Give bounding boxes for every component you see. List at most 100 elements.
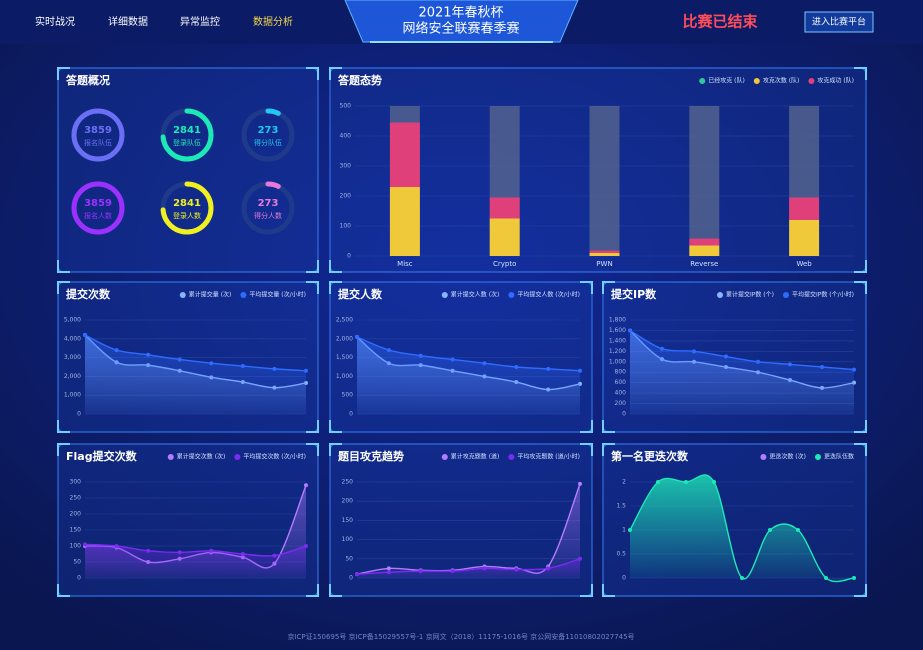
bar xyxy=(589,250,620,253)
ring-label: 登录队伍 xyxy=(173,138,201,147)
y-tick-label: 1,600 xyxy=(609,327,626,334)
legend-label: 平均提交量 (次/小时) xyxy=(249,291,306,299)
point xyxy=(756,359,760,364)
point xyxy=(114,544,119,548)
bar xyxy=(789,197,820,220)
point xyxy=(209,548,214,553)
ring xyxy=(71,181,125,235)
y-tick-label: 200 xyxy=(615,400,627,407)
nav-item[interactable]: 异常监控 xyxy=(180,15,220,28)
page-title: 2021年春秋杯 xyxy=(418,6,503,21)
panel-corner xyxy=(602,281,615,294)
enter-button-label[interactable]: 进入比赛平台 xyxy=(812,16,866,28)
panel-corner xyxy=(854,260,867,273)
ring xyxy=(160,108,214,162)
nav-item-active[interactable]: 数据分析 xyxy=(253,15,293,28)
point xyxy=(578,481,582,486)
panel-corner xyxy=(306,281,319,294)
point xyxy=(83,333,87,338)
panel-corner xyxy=(854,443,867,456)
ring-value: 3859 xyxy=(84,198,112,209)
enter-button[interactable] xyxy=(804,11,874,33)
y-tick-label: 1,200 xyxy=(609,348,626,355)
point xyxy=(304,483,308,488)
panel-title: 答题态势 xyxy=(338,73,382,87)
nav-item[interactable]: 实时战况 xyxy=(35,15,75,28)
panel-title: 答题概况 xyxy=(66,73,110,87)
line xyxy=(356,558,581,575)
ring xyxy=(71,108,125,162)
point xyxy=(546,366,551,371)
y-tick-label: 250 xyxy=(70,495,82,502)
point xyxy=(450,357,455,362)
legend-label: 平均提交IP数 (个/小时) xyxy=(792,291,854,299)
legend-label: 累计提交IP数 (个) xyxy=(726,291,774,299)
panel-corner xyxy=(854,281,867,294)
y-tick-label: 0.5 xyxy=(616,551,626,558)
y-tick-label: 150 xyxy=(342,517,354,524)
point xyxy=(386,566,391,571)
y-tick-label: 200 xyxy=(70,511,82,518)
point xyxy=(114,348,119,353)
legend-swatch xyxy=(717,292,724,298)
bar xyxy=(489,218,520,256)
legend-swatch xyxy=(753,78,760,84)
y-tick-label: 2,500 xyxy=(336,317,353,324)
page-subtitle: 网络安全联赛春季赛 xyxy=(402,21,519,37)
y-tick-label: 500 xyxy=(342,392,354,399)
x-tick-label: Misc xyxy=(397,260,413,268)
legend-swatch xyxy=(441,292,448,298)
y-tick-label: 1.5 xyxy=(616,503,626,510)
footer: 京ICP证150695号 京ICP备15029557号-1 京网文（2018）1… xyxy=(287,632,634,641)
y-tick-label: 800 xyxy=(615,369,627,376)
y-tick-label: 150 xyxy=(70,527,82,534)
panel-corner xyxy=(329,67,342,80)
ring xyxy=(160,181,214,235)
panel-title: 题目攻克趋势 xyxy=(338,449,404,463)
panel-title: 第一名更迭次数 xyxy=(611,449,689,463)
title-plate xyxy=(344,0,579,43)
panel-title: Flag提交次数 xyxy=(66,449,138,463)
y-tick-label: 0 xyxy=(77,411,81,418)
y-tick-label: 100 xyxy=(342,536,354,543)
panel-corner xyxy=(602,443,615,456)
legend-swatch xyxy=(179,292,186,298)
point xyxy=(209,361,214,366)
y-tick-label: 0 xyxy=(349,575,353,582)
legend-label: 更迭队伍数 xyxy=(824,453,854,461)
point xyxy=(482,566,487,571)
y-tick-label: 2,000 xyxy=(64,373,81,380)
point xyxy=(724,354,728,359)
y-tick-label: 200 xyxy=(342,498,354,505)
ring xyxy=(241,108,295,162)
point xyxy=(852,576,856,580)
point xyxy=(418,569,423,574)
point xyxy=(304,368,308,373)
point xyxy=(355,334,359,339)
y-tick-label: 100 xyxy=(70,543,82,550)
y-tick-label: 400 xyxy=(615,390,627,397)
point xyxy=(146,548,151,553)
y-tick-label: 1,400 xyxy=(609,337,626,344)
point xyxy=(386,570,391,575)
ring-label: 登录人数 xyxy=(173,211,201,220)
y-tick-label: 400 xyxy=(340,133,352,140)
nav-item[interactable]: 详细数据 xyxy=(108,15,148,28)
ring-value: 273 xyxy=(258,198,279,209)
bar-track xyxy=(589,106,620,256)
point xyxy=(628,328,632,333)
y-tick-label: 0 xyxy=(622,411,626,418)
panel-corner xyxy=(57,67,70,80)
y-tick-label: 250 xyxy=(342,479,354,486)
panel-corner xyxy=(306,67,319,80)
y-tick-label: 1,000 xyxy=(609,358,626,365)
legend-swatch xyxy=(234,454,241,460)
point xyxy=(768,528,772,532)
panel-corner xyxy=(854,584,867,597)
x-tick-label: Web xyxy=(796,260,812,268)
panel-corner xyxy=(57,281,70,294)
point xyxy=(660,346,664,351)
point xyxy=(177,550,182,555)
point xyxy=(386,348,391,353)
